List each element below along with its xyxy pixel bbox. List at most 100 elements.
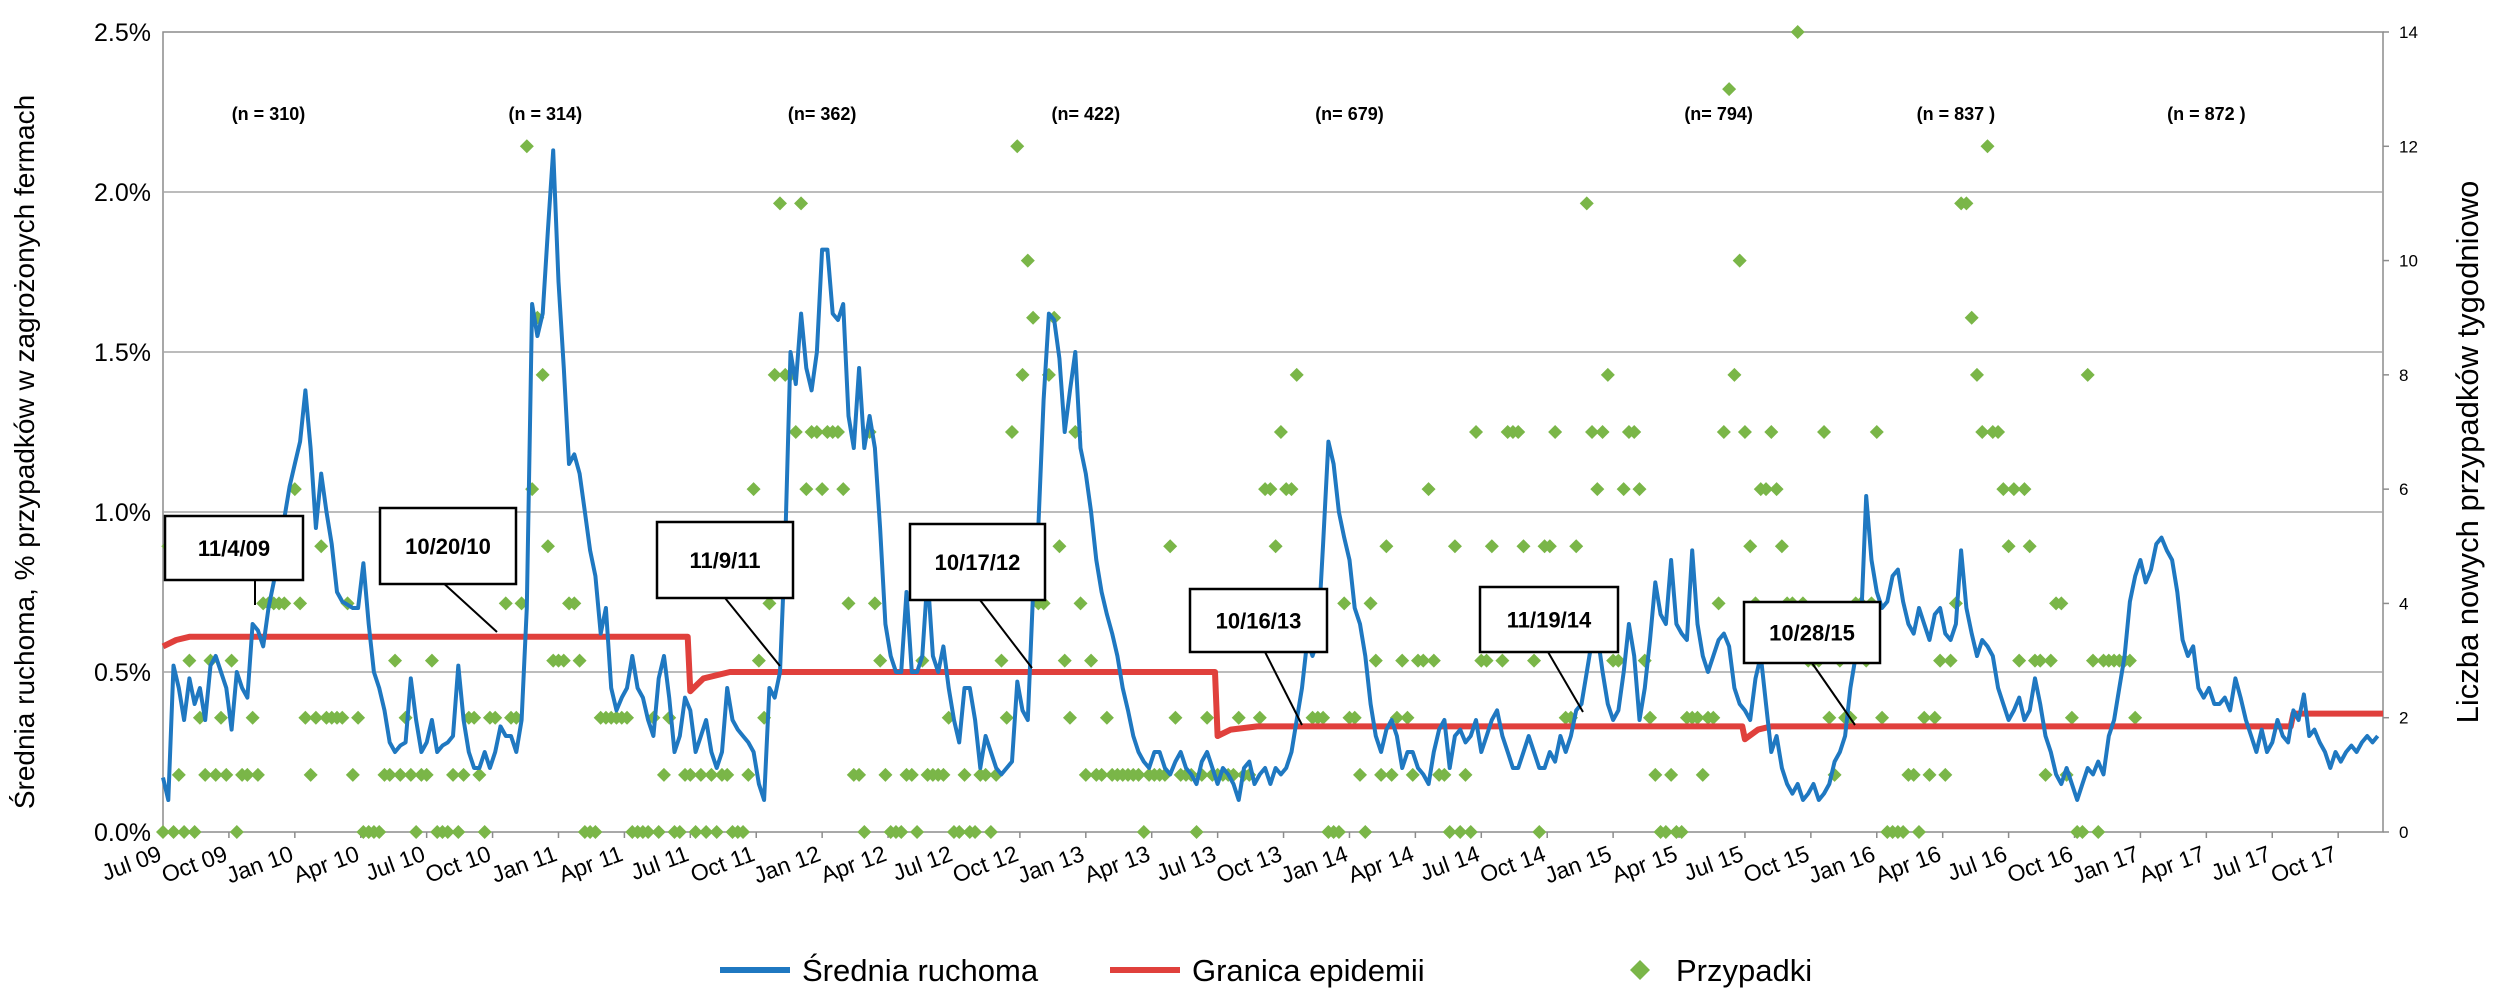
legend: Średnia ruchoma Granica epidemii Przypad… (720, 952, 1812, 988)
przypadki-point (809, 425, 824, 439)
przypadki-point (1727, 367, 1742, 382)
przypadki-point (424, 653, 439, 668)
przypadki-point (1769, 482, 1784, 497)
x-tick-label: Oct 14 (1476, 840, 1549, 888)
przypadki-point (2017, 482, 2032, 497)
legend-przypadki-marker (1630, 960, 1650, 980)
przypadki-point (1363, 596, 1378, 611)
przypadki-point (440, 825, 455, 839)
przypadki-point (1732, 253, 1747, 268)
y-right-tick-label: 2 (2399, 709, 2408, 728)
n-label: (n = 872 ) (2167, 104, 2246, 124)
przypadki-point (1917, 710, 1932, 725)
przypadki-point (588, 825, 603, 839)
przypadki-point (1648, 767, 1663, 782)
przypadki-point (214, 710, 229, 725)
przypadki-point (572, 653, 587, 668)
przypadki-point (1289, 367, 1304, 382)
przypadki-point (1542, 539, 1557, 554)
przypadki-point (641, 825, 656, 839)
przypadki-point (229, 825, 244, 839)
przypadki-point (308, 710, 323, 725)
przypadki-point (1168, 710, 1183, 725)
przypadki-point (1453, 825, 1468, 839)
przypadki-point (968, 825, 983, 839)
legend-przypadki-label: Przypadki (1676, 953, 1812, 988)
przypadki-point (1711, 596, 1726, 611)
przypadki-point (1595, 425, 1610, 439)
przypadki-point (1896, 825, 1911, 839)
przypadki-point (1337, 596, 1352, 611)
przypadki-point (1263, 482, 1278, 497)
przypadki-point (1384, 767, 1399, 782)
n-label: (n= 794) (1684, 104, 1753, 124)
przypadki-point (767, 367, 782, 382)
callout-box (163, 514, 305, 582)
x-tick-label: Apr 13 (1081, 840, 1154, 888)
przypadki-point (651, 825, 666, 839)
przypadki-point (2012, 653, 2027, 668)
x-tick-label: Apr 10 (290, 840, 363, 888)
przypadki-point (293, 596, 308, 611)
przypadki-point (1447, 539, 1462, 554)
przypadki-point (1527, 653, 1542, 668)
przypadki-point (815, 482, 830, 497)
przypadki-point (2091, 825, 2106, 839)
x-tick-label: Jul 10 (362, 840, 429, 885)
przypadki-point (1252, 710, 1267, 725)
x-tick-label: Apr 16 (1872, 840, 1945, 888)
przypadki-point (1611, 653, 1626, 668)
x-tick-label: Jan 12 (750, 840, 824, 888)
przypadki-point (403, 767, 418, 782)
przypadki-point (704, 767, 719, 782)
przypadki-point (1774, 539, 1789, 554)
x-tick-label: Jan 10 (223, 840, 297, 888)
przypadki-point (1548, 425, 1563, 439)
przypadki-point (1479, 653, 1494, 668)
przypadki-point (1790, 25, 1805, 39)
przypadki-scatter (156, 25, 2143, 839)
x-tick-label: Oct 12 (949, 840, 1022, 888)
przypadki-point (1869, 425, 1884, 439)
przypadki-point (303, 767, 318, 782)
callout-box (1478, 585, 1620, 654)
przypadki-point (1991, 425, 2006, 439)
przypadki-point (1943, 653, 1958, 668)
przypadki-point (873, 653, 888, 668)
przypadki-point (1737, 425, 1752, 439)
przypadki-point (1078, 767, 1093, 782)
przypadki-point (1964, 310, 1979, 325)
przypadki-point (894, 825, 909, 839)
przypadki-point (535, 367, 550, 382)
przypadki-point (672, 825, 687, 839)
przypadki-point (1057, 653, 1072, 668)
przypadki-point (2006, 482, 2021, 497)
x-tick-label: Jul 16 (1944, 840, 2011, 885)
przypadki-point (1200, 710, 1215, 725)
callout-box (655, 520, 795, 600)
przypadki-point (1189, 825, 1204, 839)
przypadki-point (393, 767, 408, 782)
przypadki-point (2038, 767, 2053, 782)
przypadki-point (1163, 539, 1178, 554)
przypadki-point (1579, 196, 1594, 211)
przypadki-point (1938, 767, 1953, 782)
przypadki-point (1495, 653, 1510, 668)
przypadki-point (688, 825, 703, 839)
przypadki-point (488, 710, 503, 725)
przypadki-point (298, 710, 313, 725)
przypadki-point (2075, 825, 2090, 839)
przypadki-point (2085, 653, 2100, 668)
x-tick-label: Oct 13 (1213, 840, 1286, 888)
przypadki-point (456, 767, 471, 782)
przypadki-point (1569, 539, 1584, 554)
callouts: 11/4/09 10/20/10 11/9/11 10/17/12 10/16/13 11… (163, 506, 1882, 726)
plot-frame (162, 31, 2384, 833)
przypadki-point (224, 653, 239, 668)
przypadki-point (1347, 710, 1362, 725)
przypadki-point (182, 653, 197, 668)
przypadki-point (830, 425, 845, 439)
przypadki-point (910, 825, 925, 839)
przypadki-point (1627, 425, 1642, 439)
przypadki-point (1933, 653, 1948, 668)
